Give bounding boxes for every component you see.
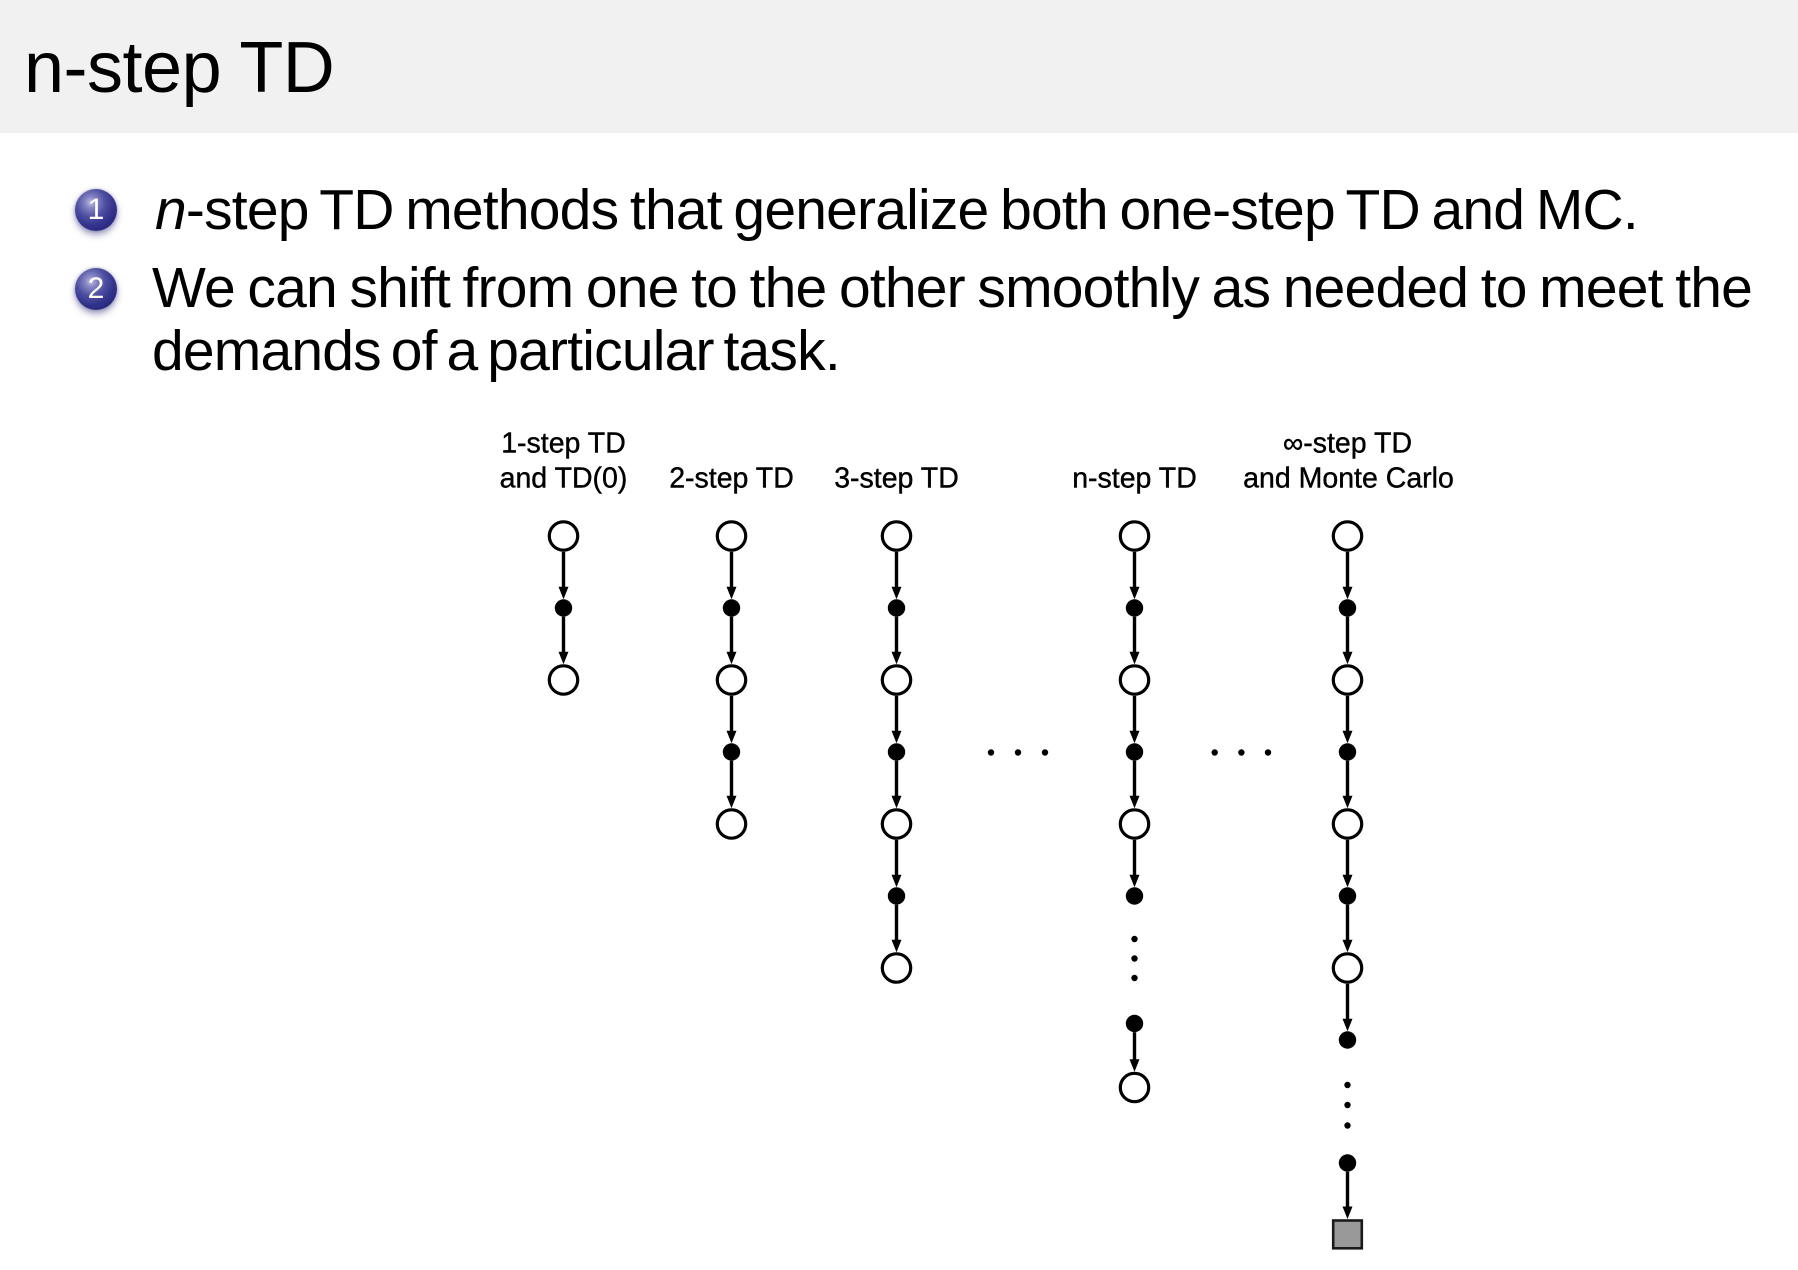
svg-text:n-step TD: n-step TD	[1072, 463, 1197, 495]
svg-text:and Monte Carlo: and Monte Carlo	[1243, 463, 1454, 495]
svg-text:and TD(0): and TD(0)	[500, 463, 628, 495]
svg-text:∞-step TD: ∞-step TD	[1283, 428, 1412, 460]
svg-text:2-step TD: 2-step TD	[669, 463, 794, 495]
svg-text:3-step TD: 3-step TD	[834, 463, 959, 495]
svg-text:1-step TD: 1-step TD	[501, 428, 626, 460]
